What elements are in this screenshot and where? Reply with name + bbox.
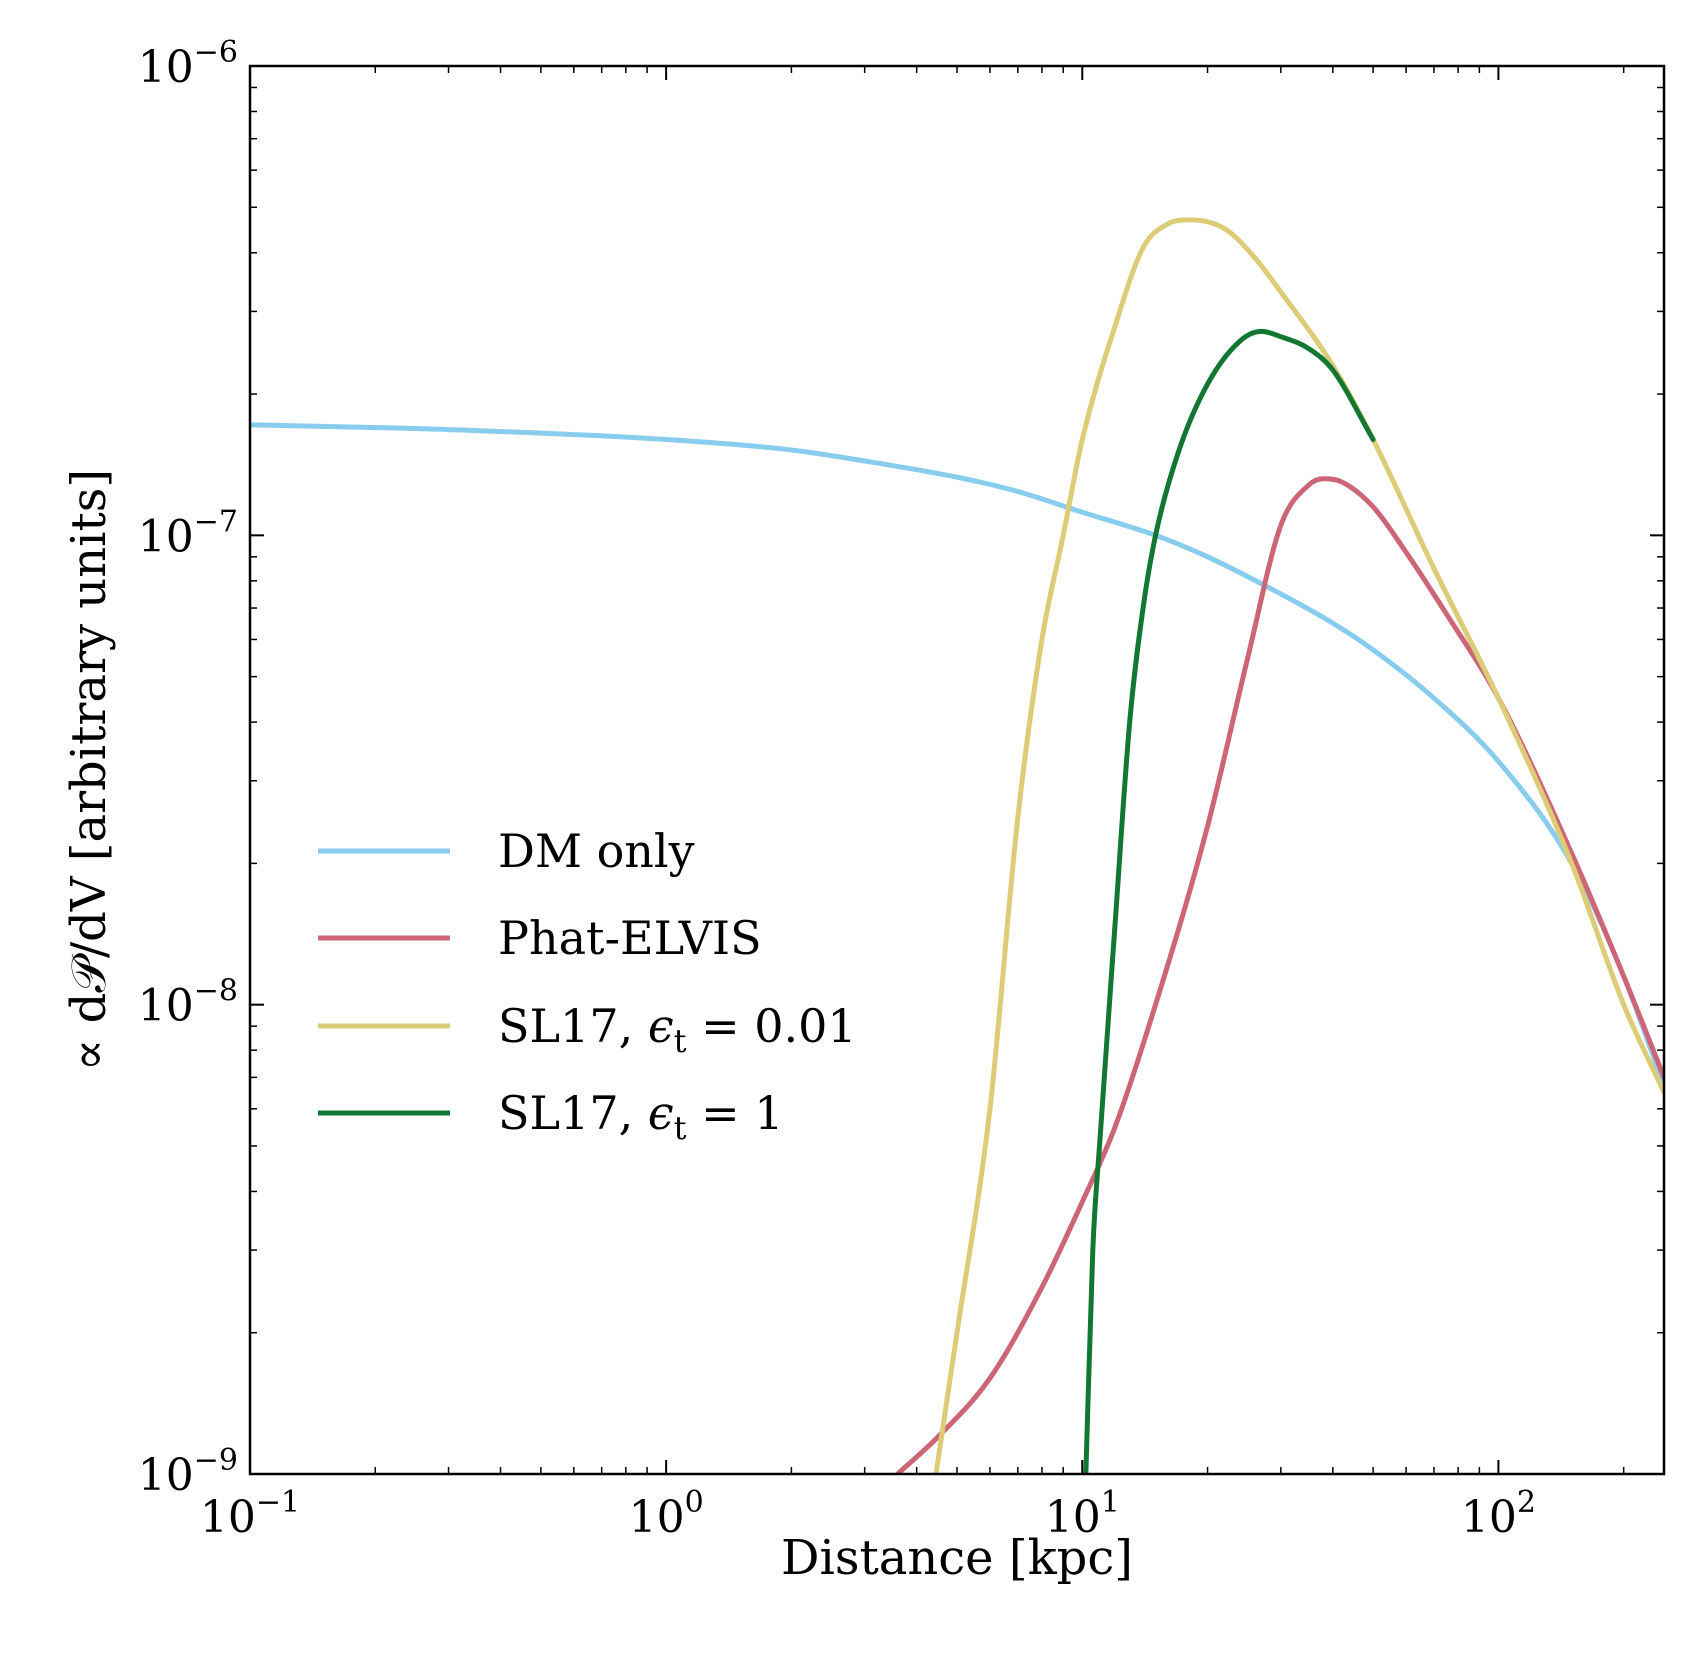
legend-label-dm-only: DM only — [498, 824, 695, 878]
y-axis-label: ∝ d𝒫/dV [arbitrary units] — [61, 469, 117, 1071]
x-tick-labels: 10−1 100 101 102 — [200, 1485, 1536, 1543]
x-tick-label-1: 100 — [629, 1485, 704, 1543]
x-tick-label-3: 102 — [1461, 1485, 1536, 1543]
y-tick-label-3: 10−6 — [138, 35, 238, 93]
series-line-0 — [250, 422, 1664, 1089]
plot-frame — [248, 64, 1666, 1476]
legend-label-sl17-eps-001: SL17, ϵt = 0.01 — [498, 999, 857, 1060]
y-tick-labels: 10−9 10−8 10−7 10−6 — [138, 35, 238, 1501]
legend-label-phat-elvis: Phat-ELVIS — [498, 911, 762, 965]
series-line-2 — [933, 217, 1664, 1474]
series-group — [250, 217, 1664, 1474]
x-tick-label-0: 10−1 — [200, 1485, 300, 1543]
y-tick-label-1: 10−8 — [138, 974, 238, 1032]
legend-label-sl17-eps-1: SL17, ϵt = 1 — [498, 1086, 784, 1147]
series-line-3 — [1083, 328, 1376, 1474]
legend: DM only Phat-ELVIS SL17, ϵt = 0.01 SL17,… — [318, 824, 857, 1147]
y-tick-label-2: 10−7 — [138, 504, 238, 562]
x-axis-label: Distance [kpc] — [781, 1530, 1133, 1586]
y-tick-label-0: 10−9 — [138, 1443, 238, 1501]
x-tick-label-2: 101 — [1045, 1485, 1120, 1543]
